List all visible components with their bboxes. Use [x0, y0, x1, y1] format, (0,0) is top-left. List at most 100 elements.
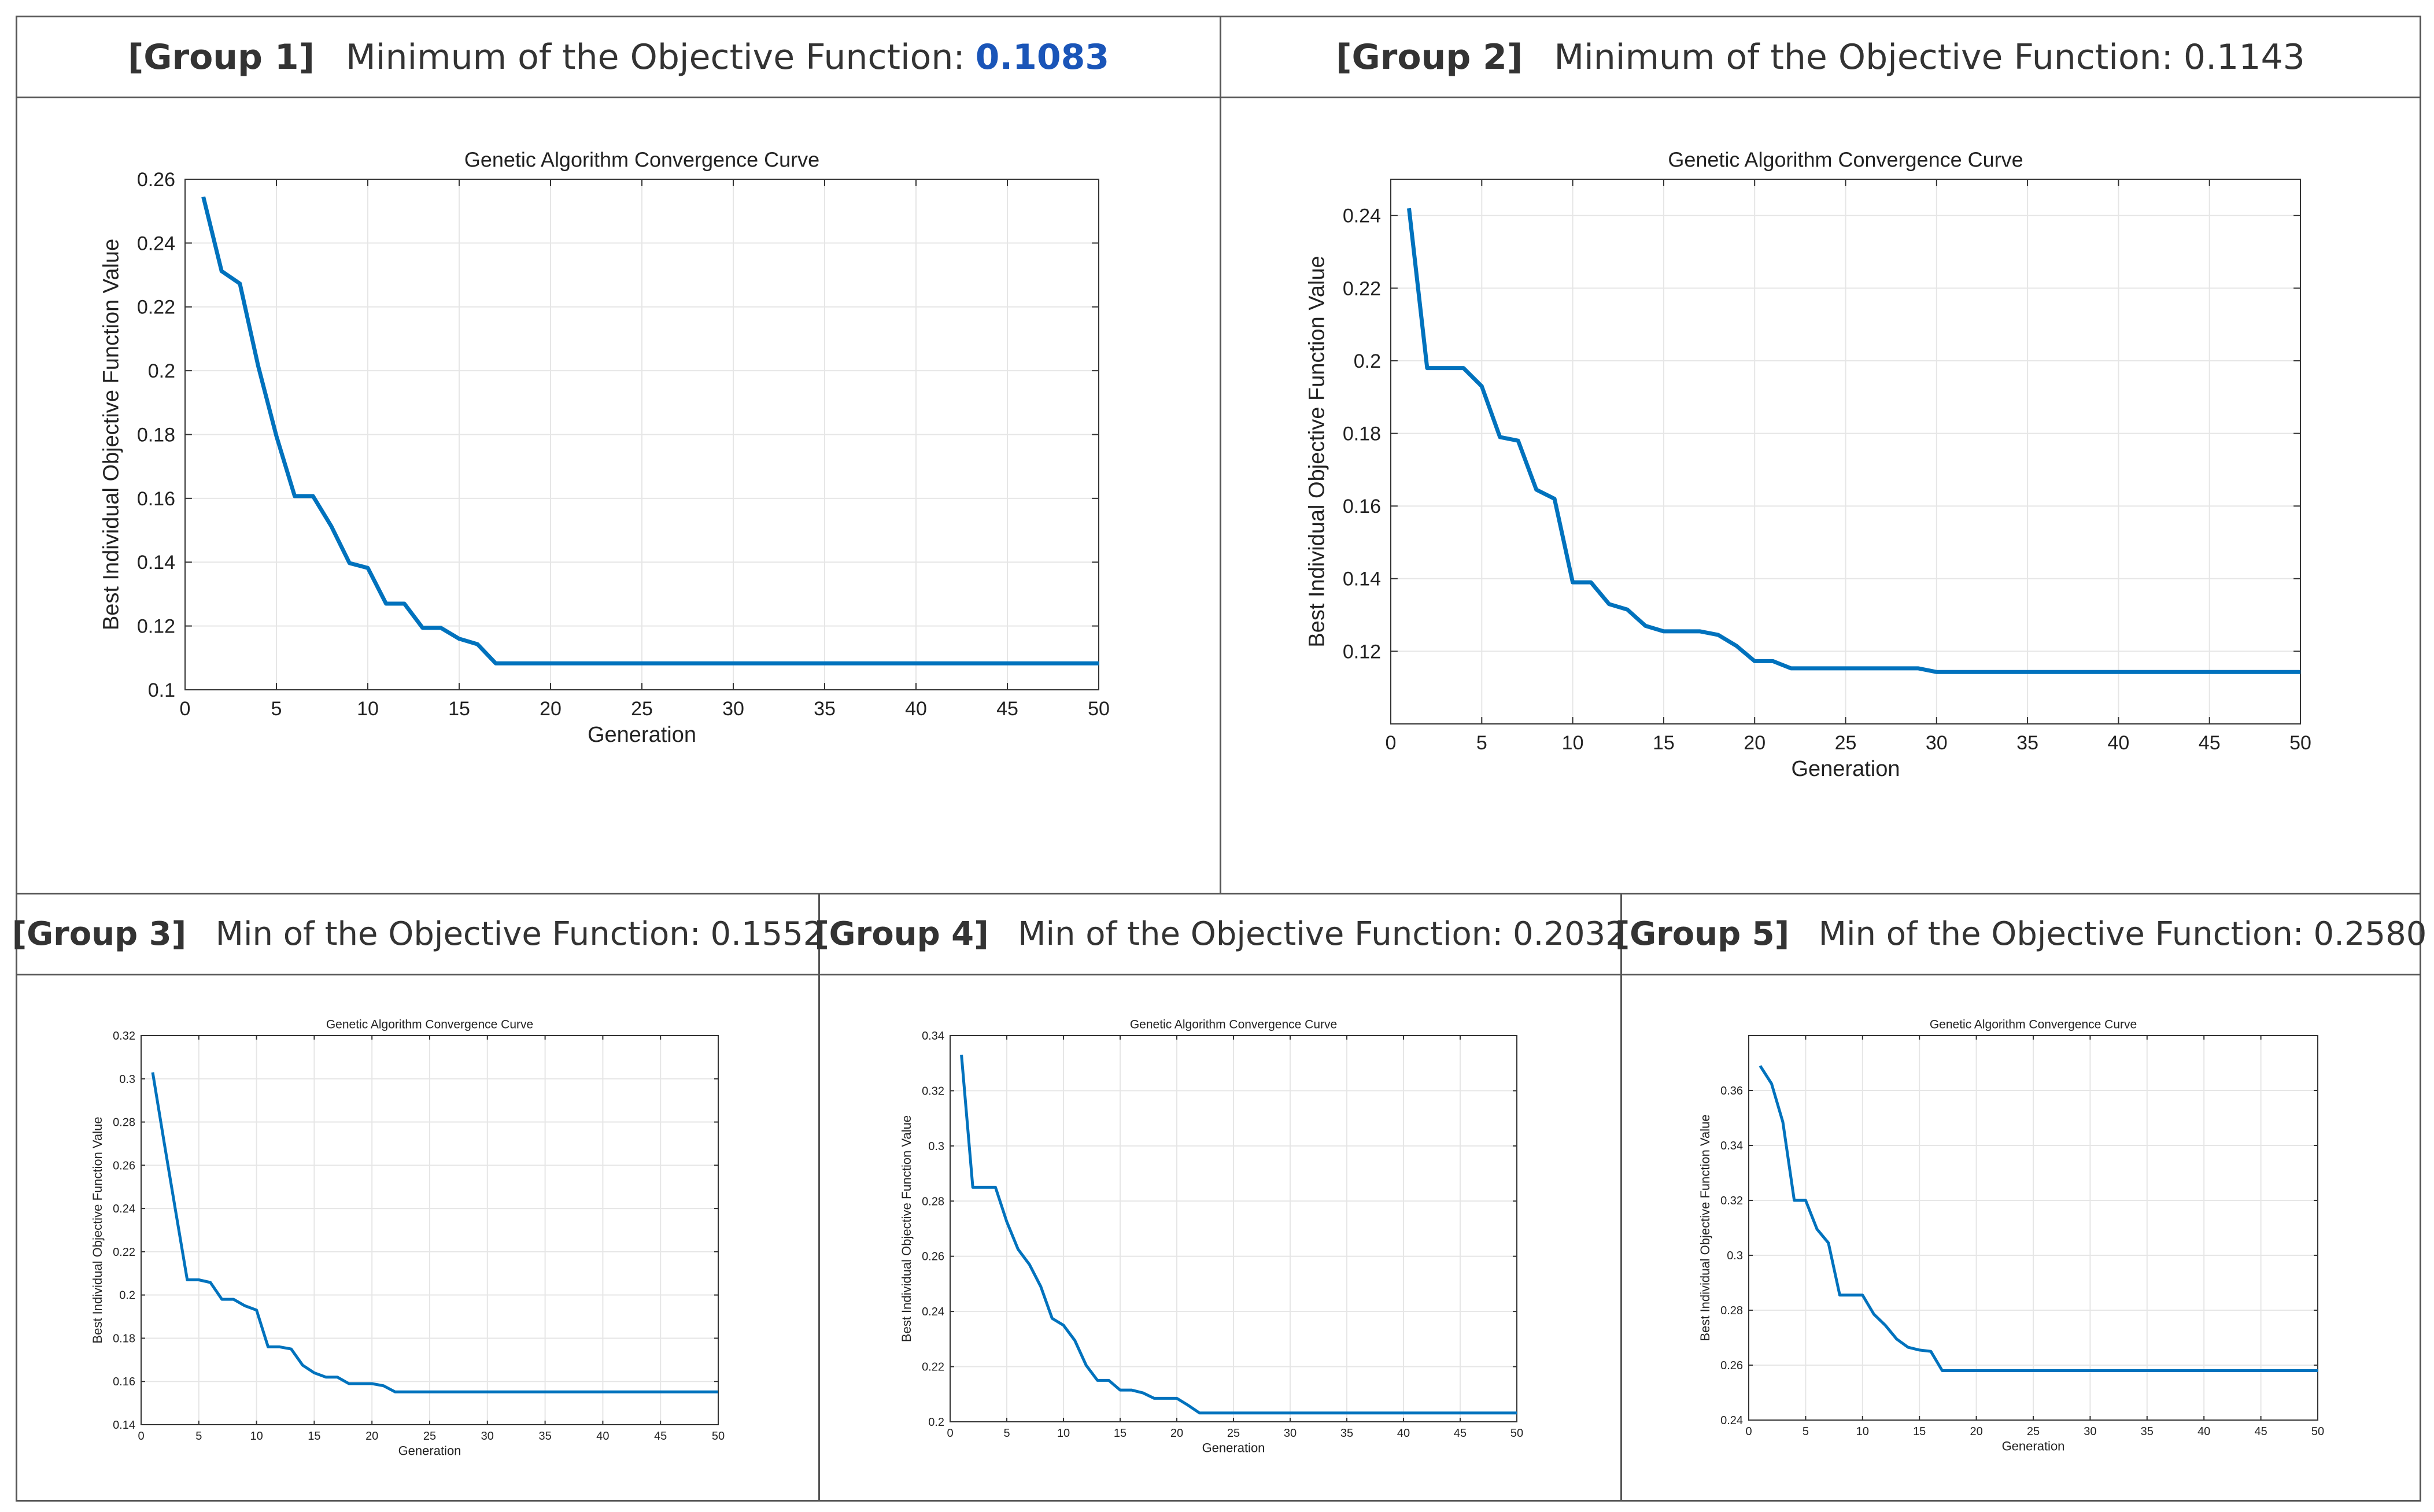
x-tick-label: 20 [1744, 732, 1766, 754]
x-tick-label: 40 [2197, 1425, 2210, 1438]
min-value: 0.1143 [2183, 36, 2305, 77]
x-tick-label: 15 [1653, 732, 1675, 754]
heading-text: Min of the Objective Function: [215, 915, 701, 953]
axes-box [1390, 179, 2301, 724]
x-tick-label: 10 [1562, 732, 1584, 754]
heading-text: Min of the Objective Function: [1818, 915, 2304, 953]
x-axis-label: Generation [2002, 1439, 2065, 1453]
x-tick-label: 10 [1057, 1427, 1070, 1440]
y-tick-label: 0.1 [148, 679, 175, 701]
y-tick-label: 0.22 [922, 1361, 944, 1374]
x-tick-label: 0 [947, 1427, 953, 1440]
axes-box [950, 1035, 1517, 1422]
y-tick-label: 0.32 [1720, 1195, 1743, 1207]
x-tick-label: 50 [712, 1430, 725, 1443]
y-tick-label: 0.2 [928, 1416, 944, 1429]
convergence-line [960, 1055, 1517, 1415]
x-tick-label: 15 [1114, 1427, 1126, 1440]
heading-text: Minimum of the Objective Function: [1554, 36, 2173, 77]
chart-title: Genetic Algorithm Convergence Curve [1930, 1018, 2137, 1031]
y-tick-label: 0.24 [113, 1203, 135, 1215]
chart-title: Genetic Algorithm Convergence Curve [1668, 147, 2023, 171]
x-tick-label: 10 [250, 1430, 263, 1443]
convergence-line [1759, 1064, 2318, 1372]
y-tick-label: 0.34 [922, 1030, 944, 1042]
x-tick-label: 50 [2289, 732, 2311, 754]
x-tick-label: 45 [996, 698, 1018, 720]
panel-header: [Group 5] Min of the Objective Function:… [1615, 894, 2426, 975]
x-tick-label: 35 [814, 698, 836, 720]
x-tick-label: 25 [1227, 1427, 1240, 1440]
convergence-chart: 0 5 10 15 20 25 30 35 40 45 50 0.12 0.14 0.16 0.18 0.2 0… [1305, 147, 2311, 781]
axes-box [184, 179, 1099, 690]
x-tick-label: 20 [1170, 1427, 1183, 1440]
x-tick-label: 5 [1476, 732, 1487, 754]
y-tick-label: 0.28 [1720, 1304, 1743, 1317]
x-axis-label: Generation [1202, 1440, 1265, 1455]
y-tick-label: 0.2 [119, 1289, 135, 1302]
convergence-chart: 0 5 10 15 20 25 30 35 40 45 50 0.14 0.16 0.18 0.2 0.22 0… [90, 1018, 725, 1458]
y-tick-label: 0.3 [928, 1140, 944, 1153]
y-tick-label: 0.3 [119, 1073, 135, 1086]
y-axis-label: Best Individual Objective Function Value [899, 1115, 914, 1342]
x-tick-label: 5 [1003, 1427, 1010, 1440]
y-tick-label: 0.2 [1354, 350, 1381, 372]
y-tick-label: 0.34 [1720, 1140, 1743, 1152]
x-tick-label: 5 [271, 698, 282, 720]
y-tick-label: 0.3 [1727, 1249, 1743, 1262]
x-tick-label: 20 [365, 1430, 378, 1443]
x-tick-label: 0 [1745, 1425, 1752, 1438]
x-tick-label: 30 [722, 698, 744, 720]
y-tick-label: 0.26 [137, 169, 175, 191]
y-tick-label: 0.32 [922, 1085, 944, 1097]
x-tick-label: 15 [448, 698, 470, 720]
panel-header: [Group 4] Min of the Objective Function:… [814, 894, 1626, 975]
axes-box [1748, 1035, 2318, 1421]
y-tick-label: 0.24 [1343, 205, 1381, 227]
x-tick-label: 30 [2084, 1425, 2096, 1438]
x-tick-label: 25 [631, 698, 653, 720]
x-tick-label: 10 [1856, 1425, 1869, 1438]
panel-header: [Group 1] Minimum of the Objective Funct… [17, 17, 1220, 98]
y-tick-label: 0.22 [137, 297, 175, 319]
y-axis-label: Best Individual Objective Function Value [1305, 256, 1329, 647]
y-axis-label: Best Individual Objective Function Value [90, 1117, 105, 1343]
y-axis-label: Best Individual Objective Function Value [1698, 1114, 1712, 1341]
y-tick-label: 0.16 [137, 488, 175, 510]
x-tick-label: 0 [180, 698, 191, 720]
x-tick-label: 45 [2254, 1425, 2267, 1438]
x-axis-label: Generation [1791, 757, 1900, 781]
x-tick-label: 25 [2027, 1425, 2040, 1438]
y-tick-label: 0.14 [1343, 568, 1381, 590]
panel-header: [Group 2] Minimum of the Objective Funct… [1221, 17, 2420, 98]
x-axis-label: Generation [398, 1443, 461, 1458]
y-tick-label: 0.2 [148, 360, 175, 382]
y-tick-label: 0.36 [1720, 1085, 1743, 1097]
y-tick-label: 0.14 [137, 552, 175, 574]
x-tick-label: 40 [905, 698, 927, 720]
x-tick-label: 35 [2141, 1425, 2154, 1438]
chart-title: Genetic Algorithm Convergence Curve [464, 147, 819, 171]
x-axis-label: Generation [588, 723, 696, 747]
group-label: [Group 2] [1336, 36, 1523, 77]
x-tick-label: 0 [138, 1430, 144, 1443]
x-tick-label: 20 [540, 698, 562, 720]
y-tick-label: 0.12 [137, 616, 175, 638]
x-tick-label: 50 [1088, 698, 1110, 720]
y-tick-label: 0.14 [113, 1419, 135, 1432]
x-tick-label: 45 [1454, 1427, 1467, 1440]
x-tick-label: 5 [195, 1430, 202, 1443]
axes-box [141, 1035, 719, 1425]
y-tick-label: 0.24 [1720, 1414, 1743, 1427]
x-tick-label: 50 [2311, 1425, 2324, 1438]
panel-group-1: [Group 1] Minimum of the Objective Funct… [16, 16, 1221, 894]
x-tick-label: 35 [538, 1430, 551, 1443]
x-tick-label: 35 [2016, 732, 2038, 754]
convergence-chart: 0 5 10 15 20 25 30 35 40 45 50 0.24 0.26 0.28 0.3 0.32 0… [1698, 1018, 2324, 1453]
y-tick-label: 0.26 [113, 1159, 135, 1172]
x-tick-label: 50 [1510, 1427, 1523, 1440]
min-value: 0.2032 [1512, 915, 1626, 953]
convergence-line [201, 196, 1099, 666]
x-tick-label: 40 [1397, 1427, 1410, 1440]
y-tick-label: 0.22 [1343, 278, 1381, 300]
